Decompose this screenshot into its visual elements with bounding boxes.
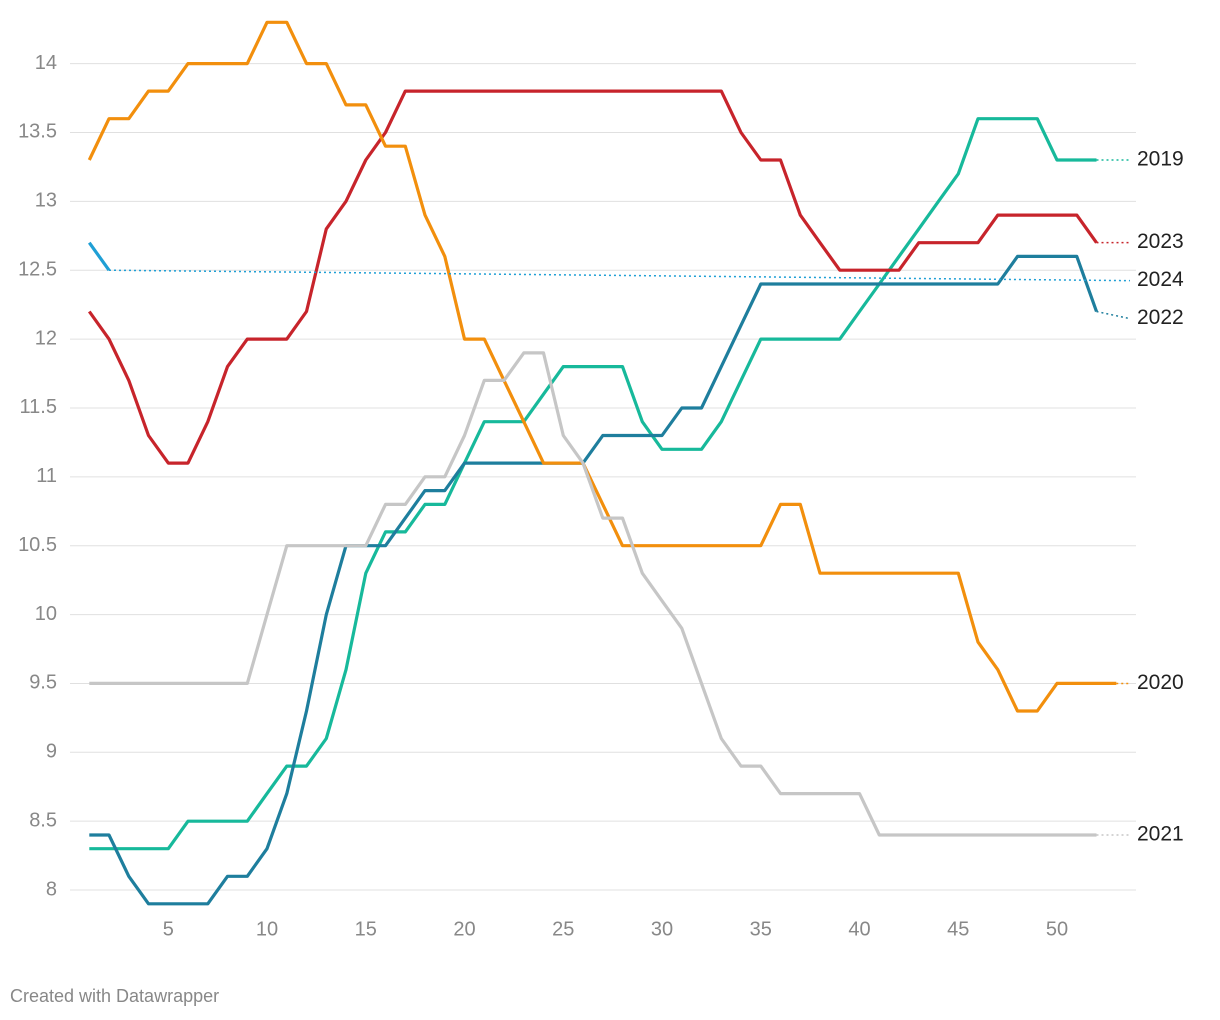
x-tick-label: 50: [1046, 918, 1068, 940]
y-tick-label: 10.5: [18, 534, 57, 556]
x-tick-label: 30: [651, 918, 673, 940]
y-tick-label: 11.5: [20, 396, 57, 418]
x-tick-label: 35: [750, 918, 772, 940]
lines: [87, 20, 1117, 906]
x-tick-label: 45: [947, 918, 969, 940]
y-tick-label: 8: [46, 878, 57, 900]
label-connector: [1096, 310, 1131, 320]
legend-label: 2019: [1137, 148, 1184, 171]
footer: Created with Datawrapper: [10, 986, 219, 1006]
labels: 2019 2023 2024 2022 2020 2021: [108, 148, 1184, 846]
grid: 8 8.5 9 9.5 10 10.5 11 11.5 12 12.5 13 13.5 14 5 10 15 2…: [18, 52, 1136, 940]
y-tick-label: 12.5: [18, 258, 57, 280]
x-tick-label: 40: [848, 918, 870, 940]
legend-label: 2020: [1137, 671, 1184, 694]
legend-label: 2022: [1137, 306, 1184, 329]
y-tick-label: 13.5: [18, 121, 57, 143]
y-tick-label: 14: [35, 52, 57, 74]
y-tick-label: 11: [36, 465, 57, 487]
series-line: [87, 241, 111, 272]
legend-label: 2023: [1137, 230, 1184, 253]
series-line: [87, 89, 1098, 465]
x-tick-label: 25: [552, 918, 574, 940]
label-connector: [108, 269, 1131, 282]
y-tick-label: 10: [35, 603, 57, 625]
series-line: [89, 351, 1097, 837]
x-tick-label: 5: [163, 918, 174, 940]
series-line: [89, 254, 1099, 906]
y-tick-label: 13: [35, 190, 57, 212]
y-tick-label: 12: [35, 327, 57, 349]
y-tick-label: 8.5: [29, 809, 57, 831]
y-tick-label: 9.5: [29, 672, 57, 694]
x-tick-label: 20: [453, 918, 475, 940]
x-tick-label: 15: [355, 918, 377, 940]
legend-label: 2021: [1137, 823, 1184, 846]
y-tick-label: 9: [46, 741, 57, 763]
legend-label: 2024: [1137, 268, 1184, 291]
x-tick-label: 10: [256, 918, 278, 940]
series-line: [87, 20, 1117, 713]
series-line: [89, 117, 1097, 851]
